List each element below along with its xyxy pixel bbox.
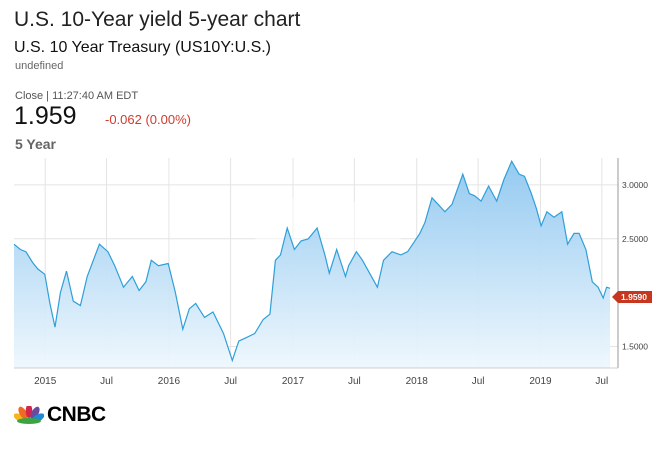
time-range-label[interactable]: 5 Year	[15, 136, 57, 152]
x-tick-label: Jul	[100, 376, 113, 387]
peacock-icon	[14, 406, 44, 424]
x-tick-label: Jul	[348, 376, 361, 387]
x-tick-label: 2017	[282, 376, 305, 387]
y-tick-label: 2.5000	[622, 234, 648, 244]
x-tick-label: Jul	[472, 376, 485, 387]
x-tick-label: 2019	[529, 376, 552, 387]
x-tick-label: 2015	[34, 376, 57, 387]
x-tick-label: Jul	[224, 376, 237, 387]
chart-headline: U.S. 10-Year yield 5-year chart	[14, 8, 301, 31]
x-tick-label: Jul	[595, 376, 608, 387]
x-tick-label: 2018	[406, 376, 429, 387]
brand-name: CNBC	[47, 403, 106, 426]
y-tick-label: 1.5000	[622, 341, 648, 351]
last-value-badge: 1.9590	[612, 291, 652, 304]
cnbc-logo[interactable]: CNBC	[14, 403, 106, 427]
y-axis-ticks: 3.0000 2.5000 1.5000	[622, 180, 648, 352]
last-value-label: 1.9590	[621, 292, 647, 302]
price-change: -0.062 (0.00%)	[105, 112, 191, 127]
x-tick-label: 2016	[158, 376, 181, 387]
x-axis-ticks: 2015 Jul 2016 Jul 2017 Jul 2018 Jul 2019 Jul	[34, 376, 608, 387]
y-tick-label: 3.0000	[622, 180, 648, 190]
yield-line	[13, 159, 611, 363]
last-price: 1.959	[14, 102, 77, 130]
instrument-subtitle: undefined	[15, 60, 64, 72]
yield-area	[14, 161, 610, 368]
close-timestamp: Close | 11:27:40 AM EDT	[15, 90, 139, 102]
instrument-name[interactable]: U.S. 10 Year Treasury (US10Y:U.S.)	[14, 39, 272, 56]
